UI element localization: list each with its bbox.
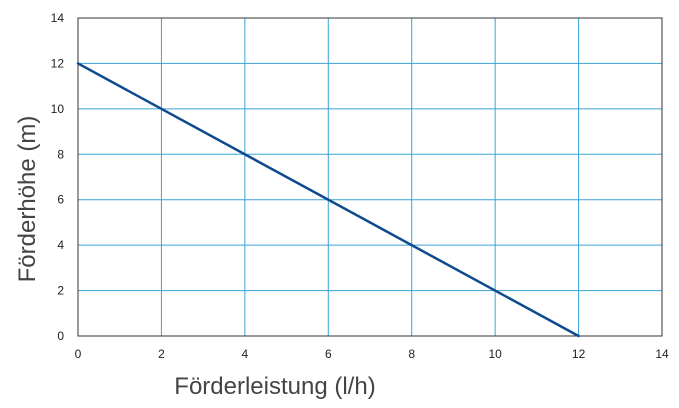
plot-frame bbox=[77, 17, 663, 337]
y-tick-label-8: 8 bbox=[57, 147, 64, 161]
series-layer bbox=[76, 62, 580, 338]
x-axis-title: Förderleistung (l/h) bbox=[174, 373, 375, 400]
x-tick-label-12: 12 bbox=[572, 347, 586, 361]
y-tick-label-0: 0 bbox=[57, 329, 64, 343]
grid-lines bbox=[78, 18, 662, 336]
y-tick-label-2: 2 bbox=[57, 284, 64, 298]
y-axis-title: Förderhöhe (m) bbox=[14, 116, 41, 283]
x-tick-label-2: 2 bbox=[158, 347, 165, 361]
x-tick-label-4: 4 bbox=[242, 347, 249, 361]
x-tick-label-10: 10 bbox=[488, 347, 502, 361]
y-tick-label-4: 4 bbox=[57, 238, 64, 252]
x-tick-label-8: 8 bbox=[408, 347, 415, 361]
y-tick-label-14: 14 bbox=[51, 11, 65, 25]
y-tick-labels: 0 2 4 6 8 10 12 14 bbox=[51, 11, 65, 343]
x-tick-label-6: 6 bbox=[325, 347, 332, 361]
x-tick-label-0: 0 bbox=[75, 347, 82, 361]
x-tick-label-14: 14 bbox=[655, 347, 669, 361]
series-line-0 bbox=[76, 62, 580, 338]
y-tick-label-12: 12 bbox=[51, 56, 65, 70]
y-tick-label-6: 6 bbox=[57, 193, 64, 207]
y-tick-label-10: 10 bbox=[51, 102, 65, 116]
x-tick-labels: 0 2 4 6 8 10 12 14 bbox=[75, 347, 669, 361]
